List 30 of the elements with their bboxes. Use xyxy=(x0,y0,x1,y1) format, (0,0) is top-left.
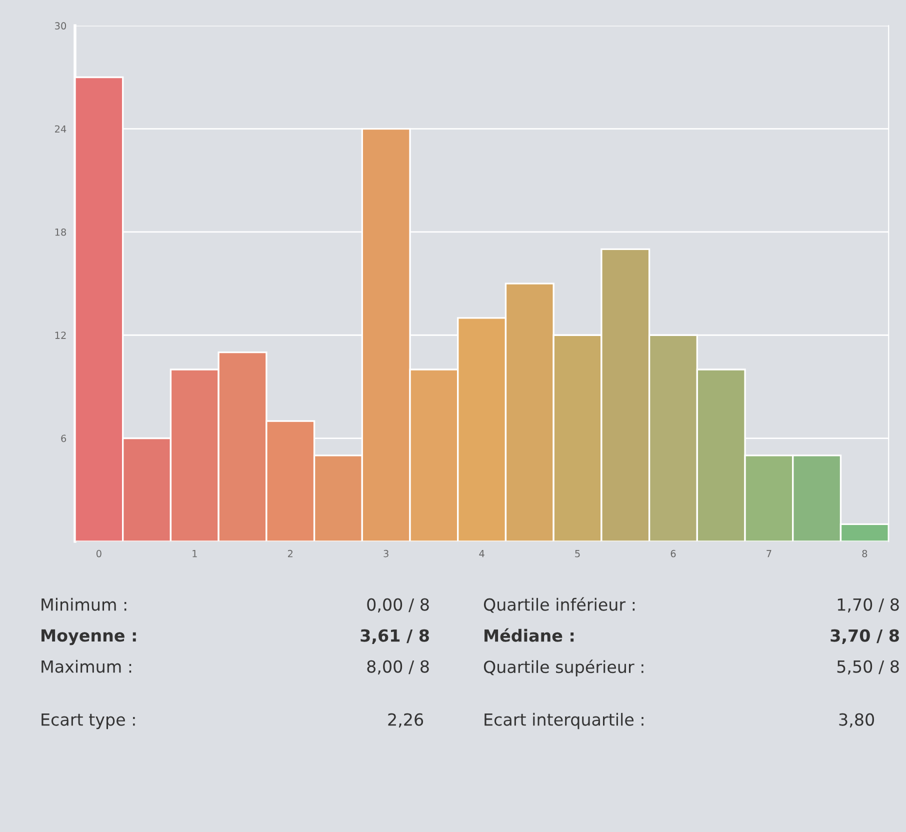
text: Quartile supérieur : xyxy=(484,660,644,676)
text: Ecart interquartile : xyxy=(484,712,644,730)
text: Maximum : xyxy=(42,660,132,673)
text: 3,80 xyxy=(839,713,874,728)
text: Médiane : xyxy=(484,628,574,642)
y-tick-label: 12 xyxy=(55,332,66,339)
text: Ecart type : xyxy=(42,713,135,730)
x-tick-label: 4 xyxy=(479,550,484,558)
x-tick-label: 6 xyxy=(670,550,676,558)
text: 2,26 xyxy=(388,713,424,728)
x-tick-label: 3 xyxy=(384,550,388,558)
y-tick-label: 24 xyxy=(55,125,66,133)
y-tick-label: 18 xyxy=(55,228,66,236)
x-tick-label: 7 xyxy=(766,550,772,558)
text: Moyenne : xyxy=(42,629,136,646)
y-tick-label: 30 xyxy=(55,22,66,30)
x-tick-label: 1 xyxy=(192,550,197,558)
text: 1,70 / 8 xyxy=(838,598,899,613)
x-tick-label: 0 xyxy=(96,550,102,558)
text: 3,70 / 8 xyxy=(830,629,899,644)
text: Quartile inférieur : xyxy=(484,597,635,613)
text: 3,61 / 8 xyxy=(360,629,429,644)
x-tick-label: 8 xyxy=(862,550,868,558)
text: 0,00 / 8 xyxy=(367,598,429,613)
x-tick-label: 2 xyxy=(288,550,292,558)
text: 8,00 / 8 xyxy=(367,660,429,675)
text: Minimum : xyxy=(42,598,126,611)
text: 5,50 / 8 xyxy=(837,660,899,675)
x-tick-label: 5 xyxy=(575,550,580,558)
y-tick-label: 6 xyxy=(61,434,66,442)
